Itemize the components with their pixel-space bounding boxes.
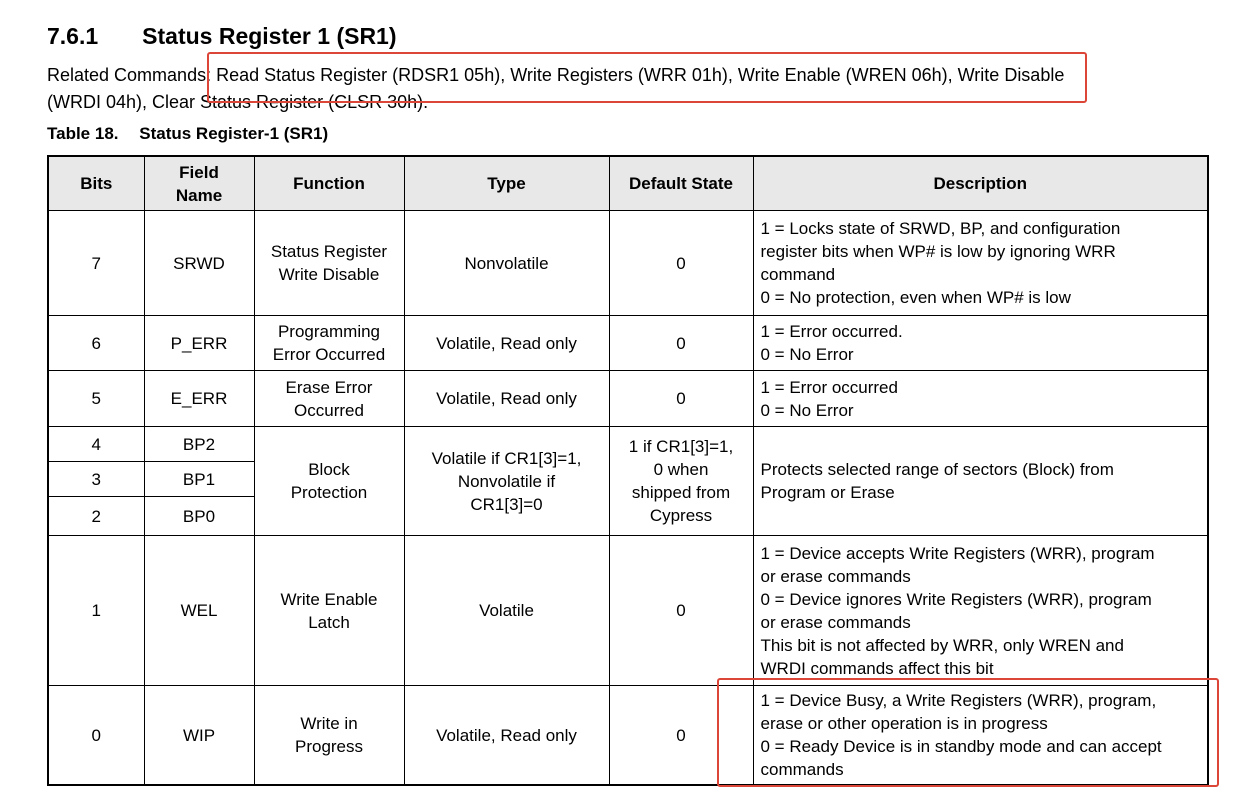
section-number: 7.6.1 xyxy=(47,23,99,49)
cell-bp1-bits: 3 xyxy=(47,461,145,497)
table-caption-title: Status Register-1 (SR1) xyxy=(139,124,329,143)
header-type: Type xyxy=(403,155,610,211)
cell-bp1-field: BP1 xyxy=(143,461,255,497)
cell-eerr-default: 0 xyxy=(608,370,754,427)
cell-bp-description: Protects selected range of sectors (Bloc… xyxy=(752,426,1209,536)
cell-eerr-field: E_ERR xyxy=(143,370,255,427)
cell-wel-default: 0 xyxy=(608,535,754,686)
cell-srwd-type: Nonvolatile xyxy=(403,210,610,316)
table-row-e-err: 5 E_ERR Erase Error Occurred Volatile, R… xyxy=(47,370,1209,427)
cell-wel-description: 1 = Device accepts Write Registers (WRR)… xyxy=(752,535,1209,686)
cell-wip-function: Write in Progress xyxy=(253,685,405,786)
cell-wel-field: WEL xyxy=(143,535,255,686)
header-function: Function xyxy=(253,155,405,211)
header-field-name: Field Name xyxy=(143,155,255,211)
header-default-state: Default State xyxy=(608,155,754,211)
cell-bp0-bits: 2 xyxy=(47,496,145,536)
cell-eerr-bits: 5 xyxy=(47,370,145,427)
table-row-wip: 0 WIP Write in Progress Volatile, Read o… xyxy=(47,685,1209,786)
cell-srwd-field: SRWD xyxy=(143,210,255,316)
cell-srwd-description: 1 = Locks state of SRWD, BP, and configu… xyxy=(752,210,1209,316)
cell-bp-function: Block Protection xyxy=(253,426,405,536)
cell-wip-bits: 0 xyxy=(47,685,145,786)
table-caption-label: Table 18. xyxy=(47,124,119,143)
cell-perr-field: P_ERR xyxy=(143,315,255,371)
cell-bp-default: 1 if CR1[3]=1, 0 when shipped from Cypre… xyxy=(608,426,754,536)
cell-bp-type: Volatile if CR1[3]=1, Nonvolatile if CR1… xyxy=(403,426,610,536)
header-description: Description xyxy=(752,155,1209,211)
section-heading: 7.6.1 Status Register 1 (SR1) xyxy=(47,23,397,50)
cell-eerr-description: 1 = Error occurred 0 = No Error xyxy=(752,370,1209,427)
cell-wel-function: Write Enable Latch xyxy=(253,535,405,686)
cell-wip-description: 1 = Device Busy, a Write Registers (WRR)… xyxy=(752,685,1209,786)
cell-perr-default: 0 xyxy=(608,315,754,371)
table-row-wel: 1 WEL Write Enable Latch Volatile 0 1 = … xyxy=(47,535,1209,686)
table-header-row: Bits Field Name Function Type Default St… xyxy=(47,155,1209,211)
cell-bp0-field: BP0 xyxy=(143,496,255,536)
cell-wip-type: Volatile, Read only xyxy=(403,685,610,786)
table-row-bp0: 2 BP0 xyxy=(47,496,1208,536)
cell-srwd-default: 0 xyxy=(608,210,754,316)
cell-perr-bits: 6 xyxy=(47,315,145,371)
table-row-bp2: 4 BP2 Block Protection Volatile if CR1[3… xyxy=(47,426,1209,536)
section-title: Status Register 1 (SR1) xyxy=(142,23,397,49)
cell-wel-type: Volatile xyxy=(403,535,610,686)
cell-wip-field: WIP xyxy=(143,685,255,786)
cell-srwd-function: Status Register Write Disable xyxy=(253,210,405,316)
table-caption: Table 18. Status Register-1 (SR1) xyxy=(47,124,328,144)
cell-bp2-field: BP2 xyxy=(143,426,255,462)
cell-srwd-bits: 7 xyxy=(47,210,145,316)
cell-perr-description: 1 = Error occurred. 0 = No Error xyxy=(752,315,1209,371)
status-register-1-table: Bits Field Name Function Type Default St… xyxy=(47,155,1209,786)
related-commands-paragraph: Related Commands: Read Status Register (… xyxy=(47,65,1065,112)
table-row-bp1: 3 BP1 xyxy=(47,461,1208,497)
cell-perr-function: Programming Error Occurred xyxy=(253,315,405,371)
header-bits: Bits xyxy=(47,155,145,211)
cell-bp2-bits: 4 xyxy=(47,426,145,462)
table-row-p-err: 6 P_ERR Programming Error Occurred Volat… xyxy=(47,315,1209,371)
cell-wel-bits: 1 xyxy=(47,535,145,686)
table-row-srwd: 7 SRWD Status Register Write Disable Non… xyxy=(47,210,1209,316)
cell-wip-default: 0 xyxy=(608,685,754,786)
cell-eerr-type: Volatile, Read only xyxy=(403,370,610,427)
cell-eerr-function: Erase Error Occurred xyxy=(253,370,405,427)
cell-perr-type: Volatile, Read only xyxy=(403,315,610,371)
